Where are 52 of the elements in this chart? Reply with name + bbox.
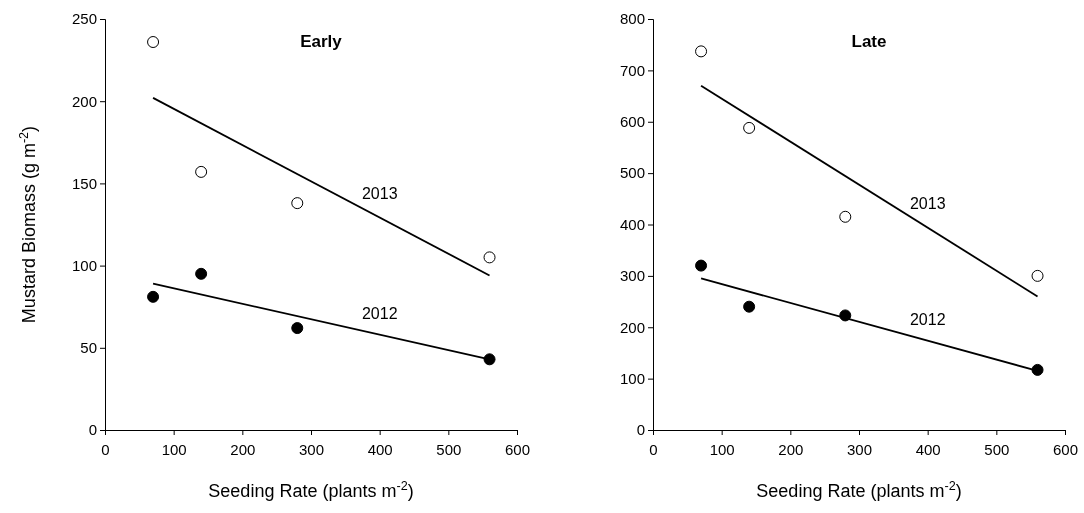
y-tick-label: 600: [619, 113, 645, 131]
series-label: 2012: [361, 304, 398, 322]
point: [743, 121, 756, 134]
x-tick-label: 0: [649, 440, 658, 458]
x-axis-title: Seeding Rate (plants m$^{-2}$): [756, 479, 962, 501]
point: [147, 290, 160, 303]
x-tick-label: 400: [915, 440, 941, 458]
point: [147, 36, 160, 48]
text: Late: [851, 32, 887, 51]
x-tick-label: 600: [1052, 440, 1079, 458]
y-tick-label: 50: [80, 339, 97, 357]
x-tick-label: 500: [984, 440, 1010, 458]
x-axis-title: Seeding Rate (plants m$^{-2}$): [208, 479, 414, 501]
point: [483, 353, 496, 366]
point: [483, 251, 496, 264]
series-label: 2013: [909, 194, 946, 212]
x-tick-label: 200: [230, 440, 256, 458]
x-tick-label: 300: [846, 440, 873, 458]
text: Early: [300, 32, 343, 51]
point: [195, 165, 208, 178]
y-tick-label: 100: [71, 256, 97, 274]
x-tick-label: 100: [709, 440, 735, 458]
y-tick-label: 0: [636, 421, 645, 439]
y-tick-label: 200: [619, 318, 645, 336]
y-tick-label: 150: [71, 174, 97, 192]
point: [195, 267, 208, 280]
y-tick-label: 400: [619, 215, 645, 233]
x-tick-label: 0: [101, 440, 110, 458]
y-tick-label: 800: [619, 10, 645, 28]
x-tick-label: 100: [161, 440, 187, 458]
series-label: 2013: [361, 185, 398, 203]
point: [743, 300, 756, 313]
x-tick-label: 500: [436, 440, 462, 458]
x-tick-label: 300: [298, 440, 325, 458]
y-tick-label: 250: [71, 10, 97, 28]
y-tick-label: 700: [619, 61, 645, 79]
y-tick-label: 200: [71, 92, 97, 110]
point: [1031, 363, 1044, 376]
point: [695, 45, 708, 58]
point: [695, 259, 708, 272]
point: [1031, 269, 1044, 282]
series-label: 2012: [909, 310, 946, 328]
x-tick-label: 200: [778, 440, 804, 458]
y-tick-label: 500: [619, 164, 645, 182]
point: [291, 197, 304, 210]
point: [291, 322, 304, 335]
y-tick-label: 300: [619, 267, 645, 285]
point: [839, 210, 852, 223]
y-tick-label: 100: [619, 369, 645, 387]
y-tick-label: 0: [88, 421, 97, 439]
x-tick-label: 600: [504, 440, 531, 458]
x-tick-label: 400: [367, 440, 393, 458]
